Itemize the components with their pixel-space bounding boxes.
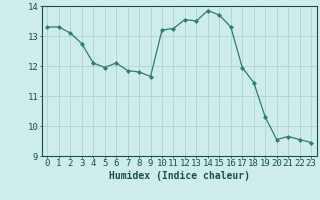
X-axis label: Humidex (Indice chaleur): Humidex (Indice chaleur): [109, 171, 250, 181]
